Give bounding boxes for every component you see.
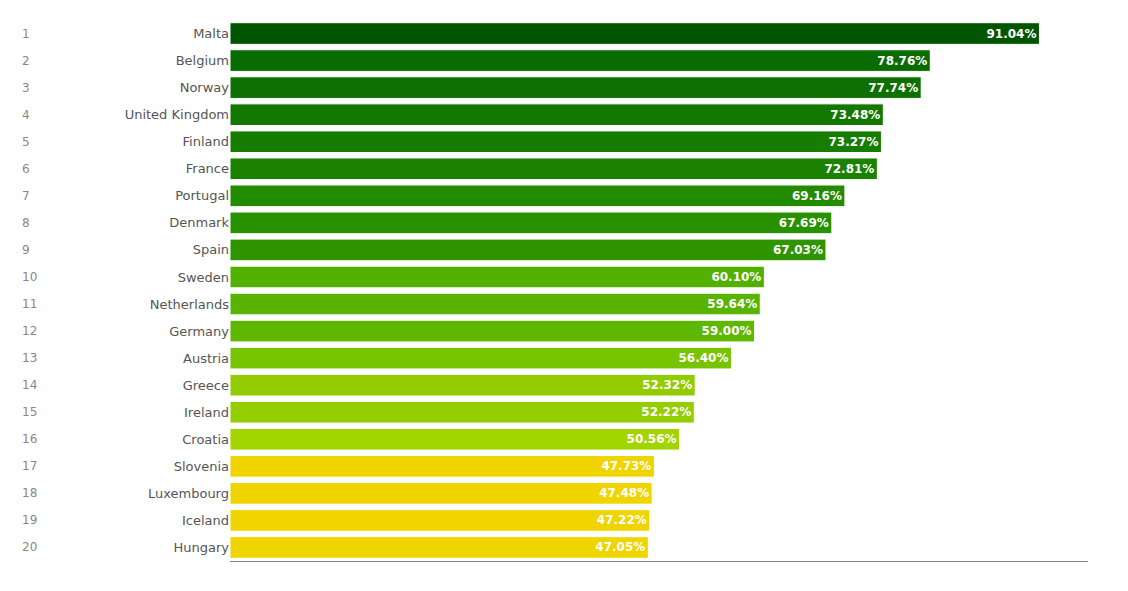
svg-text:67.03%: 67.03% xyxy=(773,243,823,257)
svg-text:Finland: Finland xyxy=(183,134,229,149)
svg-text:15: 15 xyxy=(22,405,37,419)
svg-text:52.32%: 52.32% xyxy=(642,378,692,392)
svg-text:Iceland: Iceland xyxy=(182,513,229,528)
svg-text:Luxembourg: Luxembourg xyxy=(148,486,229,501)
svg-text:18: 18 xyxy=(22,486,37,500)
svg-text:78.76%: 78.76% xyxy=(877,54,927,68)
svg-text:16: 16 xyxy=(22,432,37,446)
svg-text:52.22%: 52.22% xyxy=(641,405,691,419)
svg-text:United Kingdom: United Kingdom xyxy=(125,107,229,122)
svg-text:59.00%: 59.00% xyxy=(702,324,752,338)
svg-text:17: 17 xyxy=(22,459,37,473)
svg-text:4: 4 xyxy=(22,108,30,122)
svg-text:72.81%: 72.81% xyxy=(824,162,874,176)
svg-text:Croatia: Croatia xyxy=(182,432,229,447)
svg-text:Hungary: Hungary xyxy=(173,540,229,555)
svg-text:56.40%: 56.40% xyxy=(678,351,728,365)
svg-text:Portugal: Portugal xyxy=(175,188,229,203)
svg-text:20: 20 xyxy=(22,540,37,554)
svg-text:11: 11 xyxy=(22,297,37,311)
svg-text:12: 12 xyxy=(22,324,37,338)
svg-text:Germany: Germany xyxy=(169,324,229,339)
svg-text:France: France xyxy=(186,161,229,176)
svg-text:Denmark: Denmark xyxy=(169,215,229,230)
svg-text:9: 9 xyxy=(22,243,30,257)
svg-text:13: 13 xyxy=(22,351,37,365)
svg-text:50.56%: 50.56% xyxy=(627,432,677,446)
svg-text:47.22%: 47.22% xyxy=(597,513,647,527)
svg-text:47.05%: 47.05% xyxy=(595,540,645,554)
svg-text:Slovenia: Slovenia xyxy=(174,459,229,474)
svg-text:8: 8 xyxy=(22,216,30,230)
svg-text:Austria: Austria xyxy=(183,351,229,366)
svg-text:Norway: Norway xyxy=(180,80,230,95)
svg-text:3: 3 xyxy=(22,81,30,95)
svg-text:77.74%: 77.74% xyxy=(868,81,918,95)
svg-text:Netherlands: Netherlands xyxy=(150,297,229,312)
svg-text:Spain: Spain xyxy=(193,242,229,257)
svg-text:47.48%: 47.48% xyxy=(599,486,649,500)
svg-text:7: 7 xyxy=(22,189,30,203)
svg-text:91.04%: 91.04% xyxy=(986,27,1036,41)
svg-text:Ireland: Ireland xyxy=(184,405,229,420)
svg-text:5: 5 xyxy=(22,135,30,149)
svg-text:73.48%: 73.48% xyxy=(830,108,880,122)
svg-text:59.64%: 59.64% xyxy=(707,297,757,311)
svg-text:47.73%: 47.73% xyxy=(601,459,651,473)
svg-text:Sweden: Sweden xyxy=(178,270,229,285)
svg-text:14: 14 xyxy=(22,378,37,392)
svg-text:2: 2 xyxy=(22,54,30,68)
svg-text:10: 10 xyxy=(22,270,37,284)
svg-text:Belgium: Belgium xyxy=(176,53,229,68)
svg-text:60.10%: 60.10% xyxy=(711,270,761,284)
svg-text:19: 19 xyxy=(22,513,37,527)
svg-text:69.16%: 69.16% xyxy=(792,189,842,203)
svg-text:Greece: Greece xyxy=(183,378,229,393)
svg-text:67.69%: 67.69% xyxy=(779,216,829,230)
svg-text:6: 6 xyxy=(22,162,30,176)
svg-text:Malta: Malta xyxy=(193,26,229,41)
svg-text:1: 1 xyxy=(22,27,30,41)
svg-text:73.27%: 73.27% xyxy=(828,135,878,149)
